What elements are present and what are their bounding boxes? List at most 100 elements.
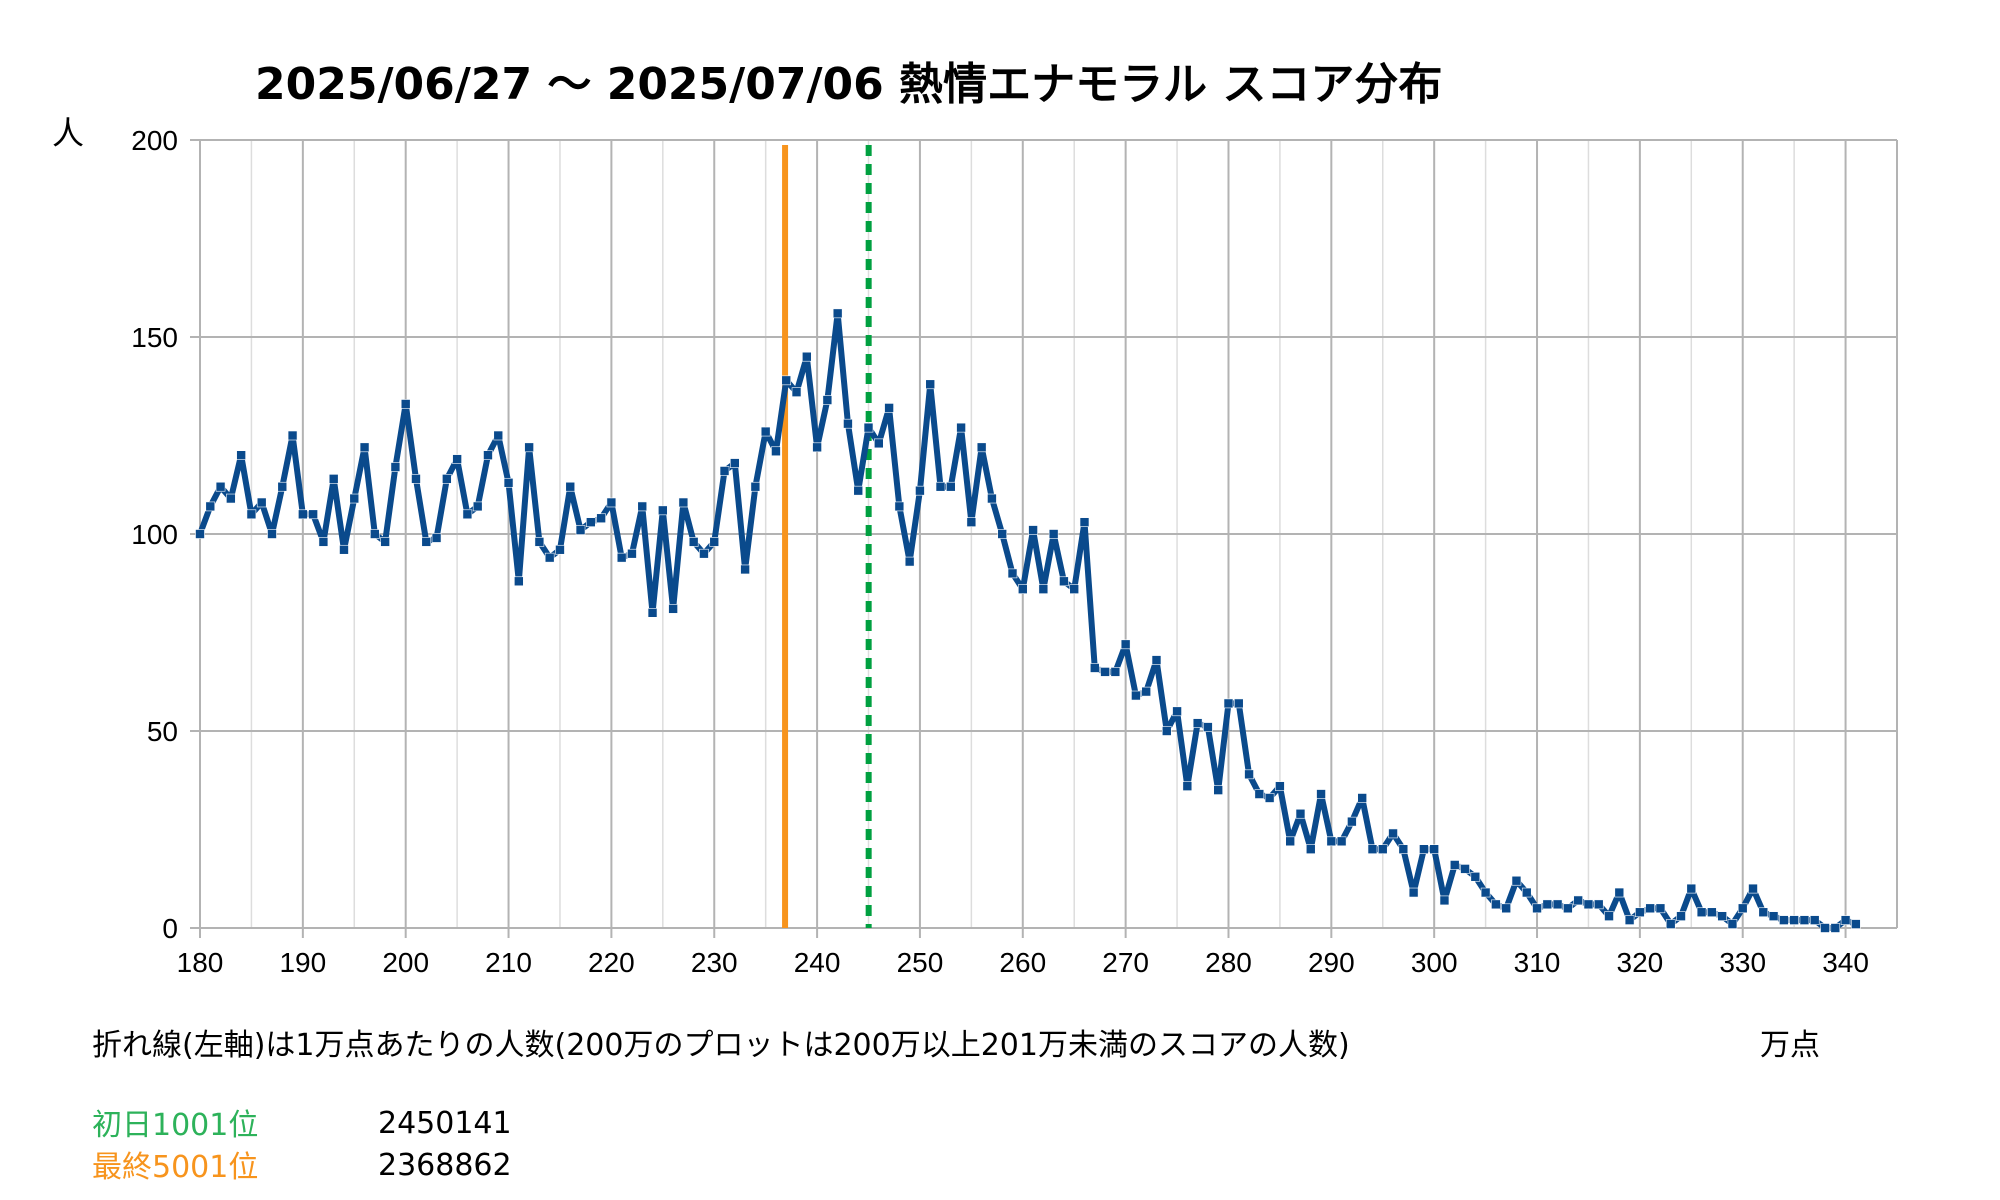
data-point <box>298 509 308 520</box>
data-point <box>1676 911 1686 921</box>
data-point <box>1017 584 1028 594</box>
data-point <box>226 493 236 504</box>
x-tick-label: 220 <box>588 947 635 978</box>
data-point <box>1809 915 1820 925</box>
data-point <box>236 450 246 461</box>
data-point <box>1100 667 1110 677</box>
x-tick-label: 270 <box>1102 947 1149 978</box>
data-point <box>637 501 648 512</box>
data-point <box>400 399 411 409</box>
data-point <box>1172 706 1182 717</box>
x-tick-label: 290 <box>1308 947 1355 978</box>
data-point <box>945 481 956 492</box>
data-point <box>925 379 936 390</box>
data-point <box>1326 836 1337 847</box>
data-point <box>493 430 504 441</box>
data-point <box>1665 919 1676 929</box>
data-point <box>699 548 709 559</box>
x-axis-tick-labels: 180 190 200 210 220 230 240 250 260 270 280 290 300 3… <box>177 947 1869 978</box>
data-point <box>1563 903 1573 914</box>
data-point <box>1521 887 1532 898</box>
data-point <box>380 537 390 547</box>
final-5001-label: 最終5001位 <box>92 1150 259 1185</box>
data-point <box>1748 883 1758 894</box>
data-point <box>1285 836 1295 847</box>
series-polyline <box>197 310 1857 931</box>
data-point <box>1840 915 1851 925</box>
data-point <box>1151 655 1162 665</box>
data-point <box>658 505 668 516</box>
data-point <box>1347 816 1357 827</box>
data-point <box>1419 844 1429 855</box>
data-point <box>904 556 915 567</box>
data-point <box>873 438 884 449</box>
data-point <box>812 442 822 453</box>
data-point <box>678 497 689 508</box>
chart-footnote: 折れ線(左軸)は1万点あたりの人数(200万のプロットは200万以上201万未満… <box>92 1028 1350 1063</box>
data-point <box>1439 895 1450 906</box>
data-point <box>1480 887 1491 898</box>
data-point <box>1799 915 1810 925</box>
data-point <box>544 552 555 563</box>
data-point <box>976 442 987 453</box>
data-point <box>215 481 226 492</box>
data-point <box>1264 793 1275 803</box>
x-axis-unit: 万点 <box>1760 1028 1820 1063</box>
x-tick-label: 190 <box>279 947 326 978</box>
data-point <box>1851 919 1861 929</box>
data-point <box>791 387 802 397</box>
data-point <box>514 576 524 587</box>
data-point <box>1089 663 1100 673</box>
x-tick-label: 340 <box>1822 947 1869 978</box>
data-point <box>627 548 637 559</box>
data-point <box>709 537 720 547</box>
data-point <box>647 607 658 618</box>
data-point <box>1182 781 1193 791</box>
data-point <box>308 509 318 520</box>
x-tick-label: 330 <box>1719 947 1766 978</box>
data-point <box>1552 899 1563 910</box>
data-point <box>863 422 874 433</box>
data-point <box>781 375 792 386</box>
data-point <box>596 513 606 524</box>
y-axis-tick-labels: 0 50 100 150 200 <box>131 125 178 944</box>
data-point <box>462 509 473 520</box>
data-point <box>442 474 452 484</box>
data-point <box>370 529 380 539</box>
data-point <box>267 529 277 539</box>
data-point <box>1614 887 1625 898</box>
x-tick-label: 230 <box>691 947 738 978</box>
data-point <box>1717 911 1727 921</box>
data-point <box>832 308 843 319</box>
first-day-1001-value: 2450141 <box>378 1106 512 1141</box>
data-point <box>1161 726 1172 736</box>
final-5001-value: 2368862 <box>378 1148 512 1183</box>
data-point <box>1593 899 1604 910</box>
data-point <box>1079 517 1090 527</box>
data-point <box>1069 584 1080 594</box>
data-point <box>1336 836 1347 847</box>
data-point <box>740 564 750 575</box>
data-point <box>1398 844 1409 855</box>
x-tick-label: 250 <box>897 947 944 978</box>
data-point <box>771 446 781 457</box>
data-point <box>1120 639 1131 650</box>
series-line <box>195 308 1861 933</box>
data-point <box>1408 887 1419 898</box>
data-point <box>1367 844 1378 855</box>
x-tick-label: 300 <box>1411 947 1458 978</box>
data-point <box>472 501 483 512</box>
y-tick-label: 0 <box>162 913 178 944</box>
data-point <box>277 481 288 492</box>
data-point <box>1254 789 1265 799</box>
data-point <box>1460 864 1470 874</box>
data-point <box>1511 875 1522 886</box>
data-point <box>1192 718 1203 728</box>
data-point <box>1635 907 1645 918</box>
data-point <box>1789 915 1799 925</box>
data-point <box>1357 793 1367 803</box>
data-point <box>1377 844 1388 855</box>
data-point <box>966 517 977 527</box>
data-point <box>1645 903 1655 914</box>
